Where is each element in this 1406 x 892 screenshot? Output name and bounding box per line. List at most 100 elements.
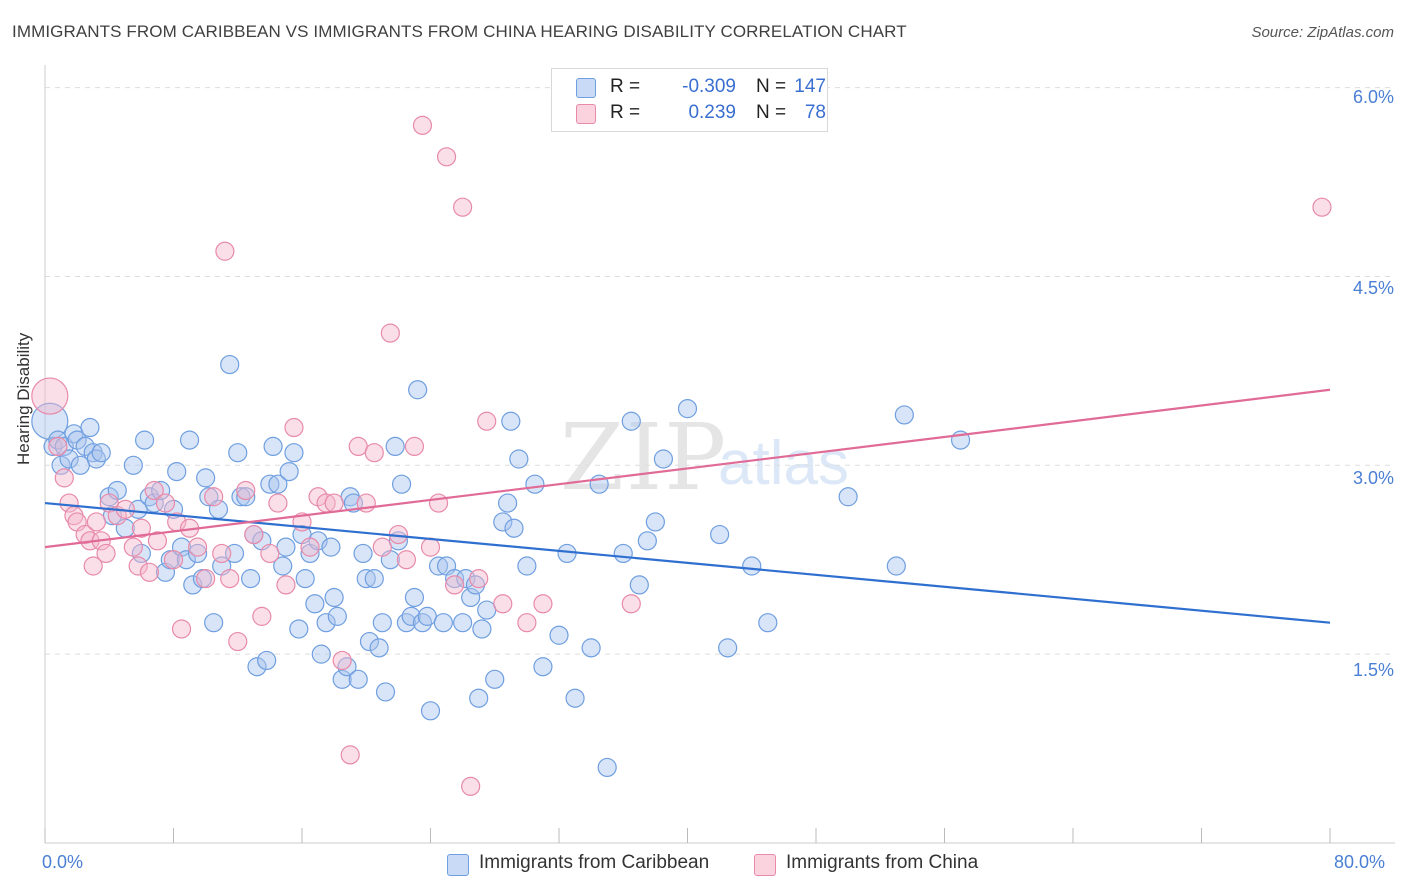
caribbean-point bbox=[289, 619, 309, 639]
caribbean-trend-line bbox=[44, 501, 1331, 624]
china-point bbox=[477, 411, 497, 431]
caribbean-point bbox=[123, 455, 143, 475]
caribbean-point bbox=[504, 518, 524, 538]
china-point bbox=[396, 550, 417, 570]
china-point bbox=[163, 550, 184, 570]
caribbean-point bbox=[372, 613, 392, 633]
x-tick-label: 0.0% bbox=[42, 852, 84, 872]
china-point bbox=[364, 443, 384, 463]
caribbean-point bbox=[316, 613, 336, 633]
china-point bbox=[252, 606, 272, 626]
caribbean-point bbox=[369, 638, 389, 658]
watermark-atlas: atlas bbox=[718, 429, 849, 498]
china-point bbox=[1312, 197, 1332, 217]
caribbean-point bbox=[327, 606, 347, 626]
china-point bbox=[493, 594, 513, 614]
china-point bbox=[86, 512, 107, 532]
caribbean-point bbox=[204, 613, 224, 633]
china-point bbox=[300, 537, 320, 557]
caribbean-point bbox=[894, 405, 914, 425]
caribbean-point bbox=[629, 575, 649, 595]
china-point bbox=[420, 537, 441, 557]
chart-source: Source: ZipAtlas.com bbox=[1251, 24, 1394, 41]
caribbean-point bbox=[417, 606, 437, 626]
caribbean-point bbox=[356, 569, 376, 589]
caribbean-point bbox=[838, 487, 858, 507]
china-point bbox=[436, 147, 457, 167]
china-point bbox=[48, 436, 68, 457]
caribbean-point bbox=[758, 613, 778, 633]
legend-r-value: 0.239 bbox=[688, 102, 736, 123]
china-trend-line bbox=[44, 388, 1331, 549]
caribbean-point bbox=[433, 613, 453, 633]
caribbean-point bbox=[187, 543, 208, 564]
caribbean-point bbox=[525, 474, 545, 494]
caribbean-point bbox=[469, 688, 489, 708]
caribbean-point bbox=[718, 638, 738, 658]
caribbean-point bbox=[565, 688, 585, 708]
china-point bbox=[96, 543, 116, 564]
caribbean-point bbox=[597, 757, 617, 778]
caribbean-point bbox=[80, 417, 100, 438]
caribbean-point bbox=[453, 613, 473, 633]
china-point bbox=[380, 323, 400, 343]
caribbean-point bbox=[408, 380, 428, 400]
caribbean-point bbox=[151, 480, 171, 501]
china-point bbox=[171, 619, 192, 639]
caribbean-point bbox=[134, 430, 155, 450]
legend-label-china: Immigrants from China bbox=[786, 852, 979, 873]
china-point bbox=[31, 377, 69, 415]
legend-r-label: R = bbox=[610, 102, 641, 123]
caribbean-point bbox=[247, 657, 267, 677]
china-point bbox=[412, 115, 433, 135]
caribbean-point bbox=[228, 443, 248, 463]
china-point bbox=[276, 575, 296, 595]
caribbean-point bbox=[637, 531, 657, 551]
china-point bbox=[268, 493, 288, 513]
caribbean-point bbox=[167, 461, 187, 482]
legend-r-label: R = bbox=[610, 76, 641, 97]
caribbean-point bbox=[710, 524, 730, 545]
china-point bbox=[453, 197, 473, 217]
china-point bbox=[444, 575, 465, 595]
china-point bbox=[54, 468, 74, 488]
y-tick-label: 6.0% bbox=[1352, 87, 1394, 107]
legend-swatch-china bbox=[576, 104, 596, 124]
caribbean-point bbox=[581, 638, 601, 658]
caribbean-point bbox=[305, 594, 325, 614]
legend-n-value: 147 bbox=[794, 76, 826, 97]
y-axis-label: Hearing Disability bbox=[14, 332, 33, 465]
china-point bbox=[187, 537, 208, 557]
china-point bbox=[372, 537, 392, 557]
china-point bbox=[196, 569, 216, 589]
caribbean-point bbox=[59, 449, 79, 469]
caribbean-point bbox=[348, 669, 368, 689]
legend-label-caribbean: Immigrants from Caribbean bbox=[479, 852, 710, 873]
caribbean-point bbox=[196, 468, 216, 488]
china-point bbox=[147, 531, 168, 551]
legend-n-label: N = bbox=[756, 102, 787, 123]
caribbean-point bbox=[420, 701, 441, 721]
caribbean-point bbox=[557, 543, 577, 564]
caribbean-point bbox=[404, 587, 425, 608]
china-point bbox=[260, 543, 280, 564]
caribbean-point bbox=[461, 587, 481, 608]
china-point bbox=[59, 493, 79, 513]
caribbean-point bbox=[385, 436, 405, 457]
china-point bbox=[469, 569, 489, 589]
china-point bbox=[123, 537, 143, 557]
caribbean-point bbox=[273, 556, 293, 576]
caribbean-point bbox=[236, 487, 256, 507]
china-point bbox=[212, 543, 232, 564]
china-point bbox=[348, 436, 368, 457]
caribbean-point bbox=[353, 543, 373, 564]
caribbean-point bbox=[742, 556, 762, 576]
china-point bbox=[236, 480, 256, 501]
china-point bbox=[228, 631, 248, 652]
china-point bbox=[533, 594, 553, 614]
caribbean-point bbox=[613, 543, 633, 564]
caribbean-point bbox=[472, 619, 492, 639]
caribbean-point bbox=[485, 669, 505, 689]
caribbean-point bbox=[428, 556, 449, 576]
caribbean-point bbox=[263, 436, 283, 457]
